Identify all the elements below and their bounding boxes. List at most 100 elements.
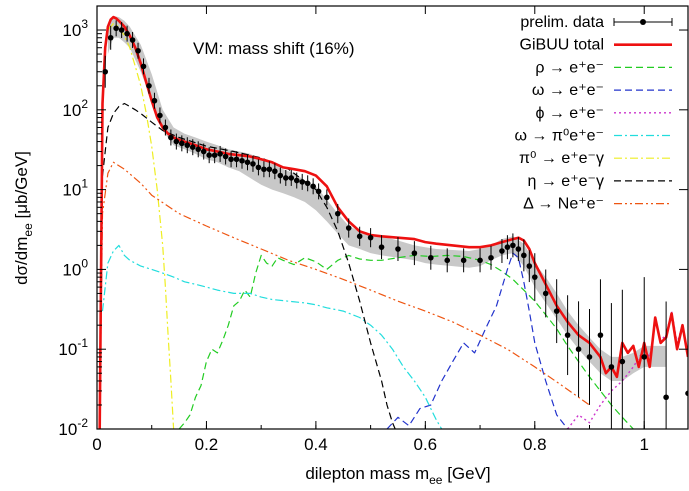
legend-label-6: π⁰ → e⁺e⁻γ: [519, 150, 604, 167]
data-point: [135, 42, 141, 59]
data-point: [184, 137, 191, 154]
x-axis-title: dilepton mass mee [GeV]: [305, 464, 490, 487]
data-point: [157, 107, 163, 124]
legend-label-5: ω → π⁰e⁺e⁻: [514, 128, 604, 145]
y-axis-title: dσ/dmee [μb/GeV]: [12, 151, 35, 285]
y-tick-label: 101: [62, 177, 88, 200]
legend: prelim. data GiBUU total ρ → e⁺e⁻ ω → e⁺e⁻ ϕ…: [514, 14, 673, 213]
plot-frame: [96, 5, 689, 430]
x-tick-label: 1: [639, 435, 648, 454]
data-point: [299, 173, 306, 190]
data-point: [277, 167, 284, 184]
series-line-3: [386, 252, 569, 429]
data-point: [266, 161, 273, 178]
y-tick-label: 100: [62, 256, 88, 279]
data-point: [173, 133, 180, 150]
data-point: [641, 277, 648, 429]
data-point: [315, 183, 322, 200]
data-point: [411, 241, 418, 266]
data-point: [228, 151, 234, 168]
data-point: [272, 163, 278, 180]
data-point: [200, 143, 207, 160]
data-point: [244, 154, 251, 171]
data-point: [250, 155, 256, 172]
data-point: [118, 22, 125, 39]
data-point: [608, 303, 615, 429]
data-point: [124, 25, 130, 42]
data-point: [586, 309, 593, 405]
data-point: [356, 226, 363, 246]
axis-ticks: 0 0.2 0.4 0.6 0.8 1 10-2 10-1 100 101 102 103: [58, 5, 688, 454]
data-point: [510, 233, 516, 258]
data-point: [310, 178, 316, 195]
legend-label-0: prelim. data: [520, 14, 604, 31]
data-points: [102, 20, 688, 429]
data-point: [179, 135, 185, 152]
x-tick-label: 0.2: [195, 435, 219, 454]
annotation: VM: mass shift (16%): [193, 39, 355, 58]
data-point: [233, 151, 240, 168]
x-tick-label: 0.4: [304, 435, 328, 454]
data-point: [488, 245, 494, 270]
data-point: [515, 237, 522, 262]
data-point: [428, 245, 434, 270]
data-point: [477, 248, 483, 273]
data-point: [499, 239, 505, 263]
data-point: [460, 248, 467, 273]
data-point: [168, 129, 174, 146]
data-point: [345, 218, 352, 238]
x-tick-label: 0: [92, 435, 101, 454]
data-point: [217, 145, 223, 162]
data-point: [195, 141, 202, 158]
data-point: [162, 119, 169, 136]
legend-label-4: ϕ → e⁺e⁻: [535, 105, 604, 122]
legend-label-2: ρ → e⁺e⁻: [535, 59, 604, 76]
data-point: [146, 77, 152, 94]
data-point: [107, 25, 114, 50]
data-point: [521, 239, 527, 272]
x-tick-label: 0.6: [414, 435, 438, 454]
legend-label-8: Δ → Ne⁺e⁻: [523, 196, 604, 213]
y-tick-label: 10-1: [58, 336, 88, 359]
data-point: [575, 301, 582, 398]
legend-label-3: ω → e⁺e⁻: [532, 82, 604, 99]
data-point: [542, 269, 549, 318]
y-tick-label: 10-2: [58, 416, 88, 439]
series-line-8: [99, 161, 590, 429]
data-point: [444, 248, 451, 273]
data-point: [288, 169, 295, 186]
data-point: [211, 147, 218, 164]
legend-swatch-marker: [640, 19, 646, 25]
data-point: [102, 55, 109, 88]
data-point: [531, 253, 538, 302]
data-point: [324, 189, 330, 206]
data-point: [304, 175, 311, 192]
data-point: [282, 169, 289, 186]
data-point: [378, 235, 385, 260]
data-point: [151, 92, 158, 109]
data-point: [293, 172, 300, 189]
y-tick-label: 103: [62, 17, 88, 40]
series-line-2: [178, 254, 634, 429]
data-point: [206, 147, 212, 164]
data-point: [367, 228, 374, 248]
data-point: [140, 58, 147, 75]
data-point: [663, 301, 669, 429]
x-tick-label: 0.8: [523, 435, 547, 454]
legend-label-1: GiBUU total: [520, 37, 604, 54]
data-point: [255, 159, 262, 176]
data-point: [113, 20, 119, 37]
data-point: [619, 289, 626, 429]
legend-label-7: η → e⁺e⁻γ: [528, 173, 604, 190]
y-tick-label: 102: [62, 97, 88, 120]
data-point: [685, 297, 688, 429]
series-line-7: [99, 102, 396, 429]
data-point: [395, 237, 401, 262]
data-point: [564, 295, 571, 376]
data-point: [597, 279, 604, 392]
data-point: [261, 161, 267, 178]
data-point: [222, 148, 229, 165]
data-point: [129, 32, 136, 48]
data-point: [504, 235, 511, 260]
